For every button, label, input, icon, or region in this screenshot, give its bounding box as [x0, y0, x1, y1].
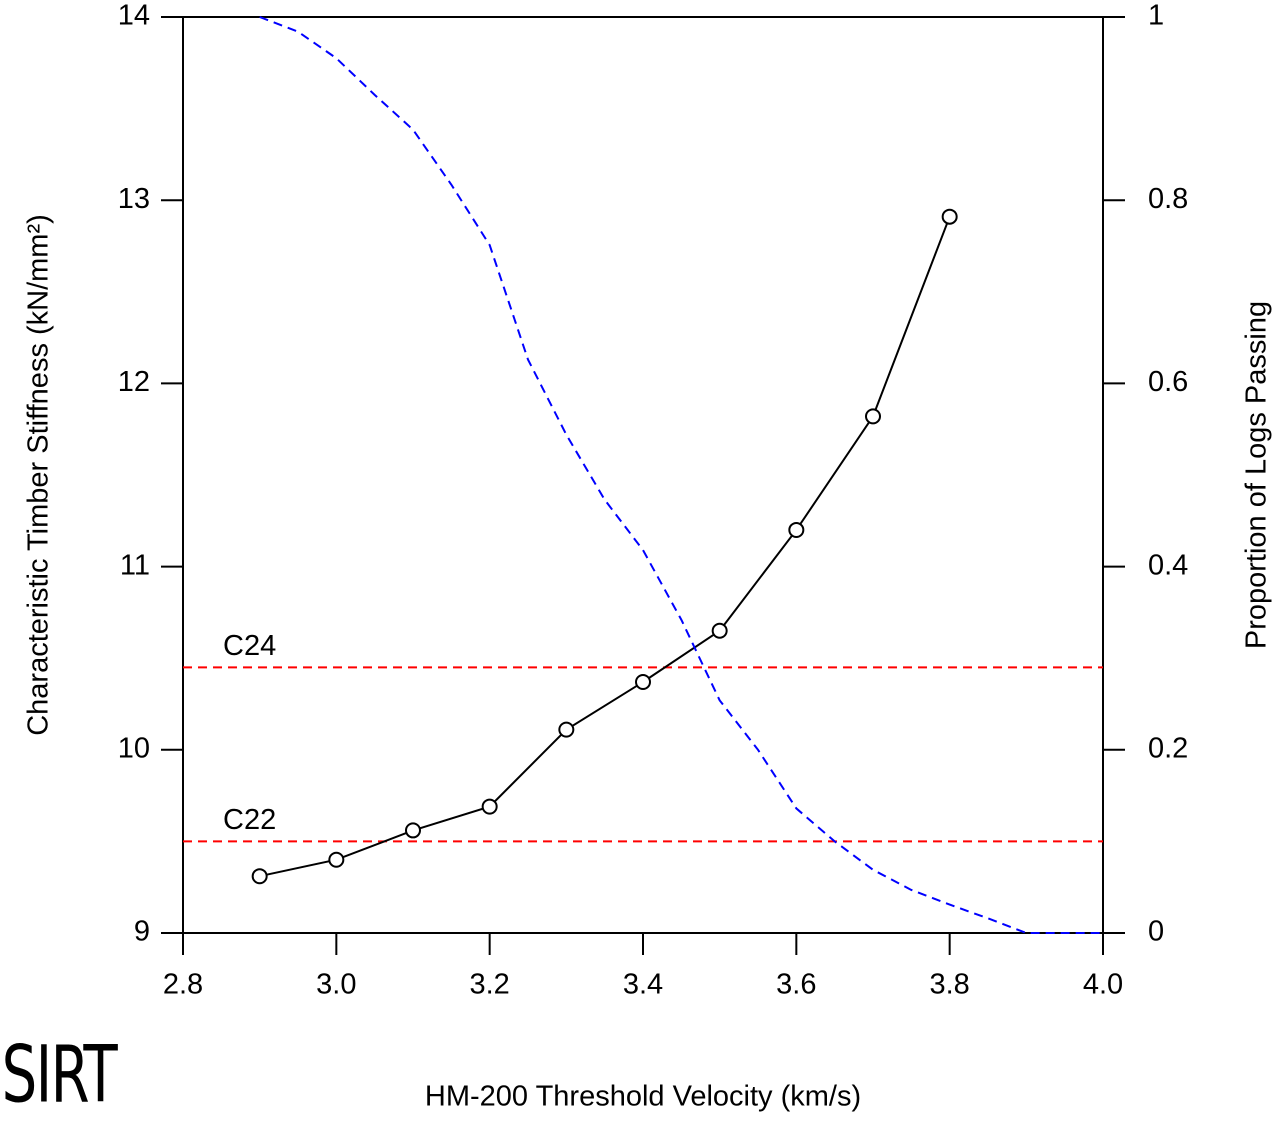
logo: SIRT [2, 1029, 119, 1121]
x-tick-label: 3.6 [776, 969, 816, 1001]
x-axis-title: HM-200 Threshold Velocity (km/s) [425, 1081, 861, 1113]
series-line [259, 16, 1103, 934]
point [328, 851, 345, 868]
y2-tick-label: 0 [1148, 916, 1164, 948]
y-tick-label: 10 [118, 732, 150, 764]
y-tick-label: 13 [118, 183, 150, 215]
y2-axis-title: Proportion of Logs Passing [1241, 301, 1273, 649]
y-tick-label: 9 [134, 916, 150, 948]
y2-tick-label: 0.4 [1148, 549, 1188, 581]
y2-tick-label: 1 [1148, 0, 1164, 32]
point [788, 521, 805, 538]
point [865, 408, 881, 425]
plot-frame [182, 16, 1104, 934]
point [405, 822, 421, 839]
point [481, 798, 498, 815]
y2-tick-label: 0.6 [1148, 366, 1188, 398]
point [251, 868, 268, 885]
point [711, 622, 728, 639]
y-tick-label: 12 [118, 366, 150, 398]
series-line [259, 216, 951, 878]
y-axis-title: Characteristic Timber Stiffness (kN/mm²) [23, 214, 55, 736]
point [635, 674, 651, 691]
y2-tick-label: 0.2 [1148, 732, 1188, 764]
y-tick-label: 14 [118, 0, 150, 32]
x-tick-label: 3.0 [316, 969, 356, 1001]
point [558, 721, 575, 738]
point [941, 208, 958, 225]
y-tick-label: 11 [120, 549, 150, 581]
reference-label: C24 [223, 630, 276, 662]
x-tick-label: 2.8 [163, 969, 203, 1001]
x-tick-label: 3.4 [623, 969, 663, 1001]
y2-tick-label: 0.8 [1148, 183, 1188, 215]
reference-label: C22 [223, 804, 276, 836]
x-tick-label: 3.8 [930, 969, 970, 1001]
x-tick-label: 4.0 [1083, 969, 1123, 1001]
x-tick-label: 3.2 [470, 969, 510, 1001]
